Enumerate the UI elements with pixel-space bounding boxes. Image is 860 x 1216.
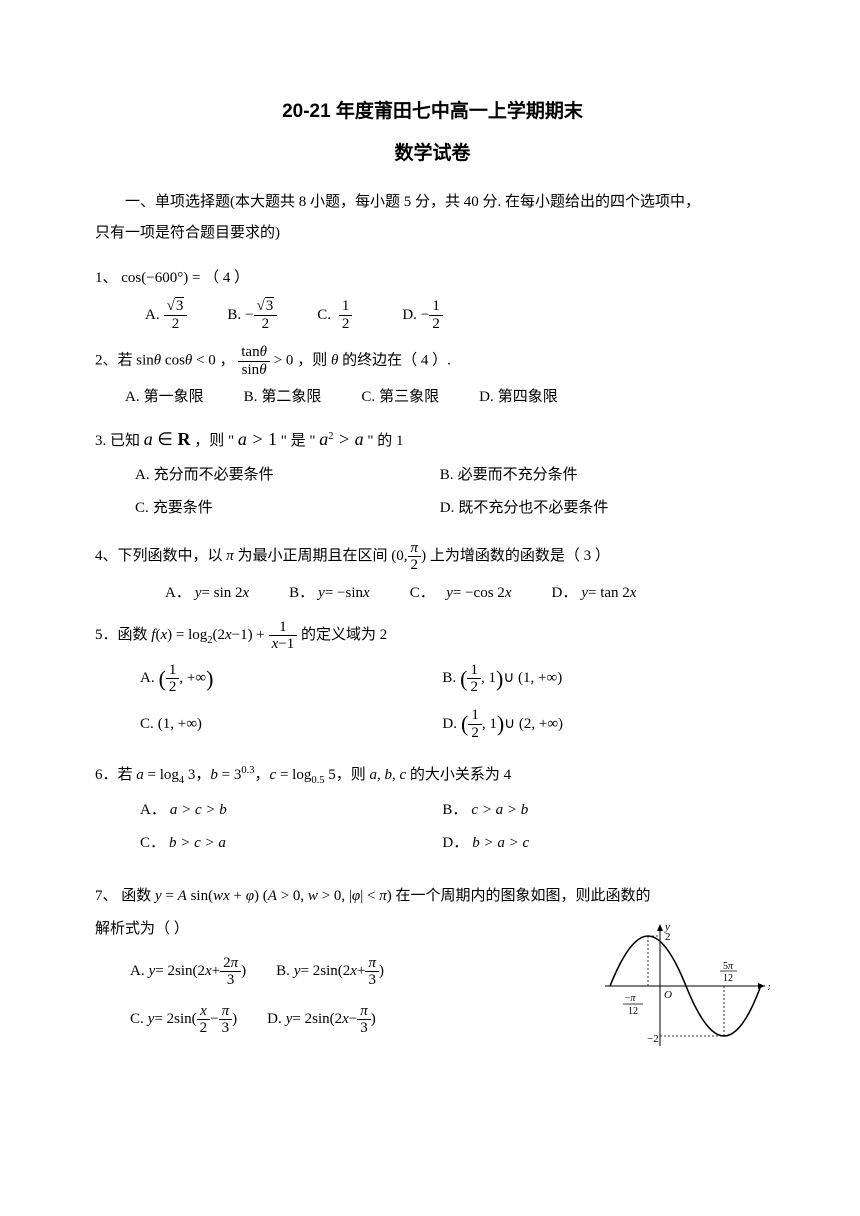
q4-opt-d: D．y = tan 2x xyxy=(551,580,636,607)
q7-opt-d: D. y = 2sin(2x − π3) xyxy=(267,1003,376,1037)
section-intro-1: 一、单项选择题(本大题共 8 小题，每小题 5 分，共 40 分. 在每小题给出… xyxy=(95,189,770,216)
q6-opt-a: A．a > c > b xyxy=(140,797,442,824)
q2-cond1: sinθ cosθ < 0 xyxy=(136,353,215,369)
q2-opt-c: C. 第三象限 xyxy=(361,384,439,411)
q1-stem-pre: 1、 xyxy=(95,270,118,286)
q3-opt-c: C. 充要条件 xyxy=(135,495,440,522)
section-intro-2: 只有一项是符合题目要求的) xyxy=(95,220,770,247)
q4-opt-c: C． y = −cos 2x xyxy=(410,580,512,607)
svg-text:12: 12 xyxy=(723,973,733,984)
q2-opt-a: A. 第一象限 xyxy=(125,384,204,411)
q6-opt-c: C．b > c > a xyxy=(140,830,442,857)
question-2: 2、若 sinθ cosθ < 0 ， tanθsinθ > 0 ，则 θ 的终… xyxy=(95,344,770,411)
question-6: 6．若 a = log4 3，b = 30.3，c = log0.5 5，则 a… xyxy=(95,762,770,863)
q4-opt-b: B．y = −sin x xyxy=(289,580,370,607)
q1-opt-c: C. 12 xyxy=(317,298,352,332)
q6-opt-d: D．b > a > c xyxy=(442,830,744,857)
sine-graph: x y O 2 −2 −π 12 5π 12 xyxy=(600,916,770,1056)
svg-text:x: x xyxy=(767,981,770,993)
svg-text:12: 12 xyxy=(628,1006,638,1017)
q3-opt-a: A. 充分而不必要条件 xyxy=(135,462,440,489)
q5-opt-a: A. (12, +∞) xyxy=(140,659,442,699)
q7-opt-b: B. y = 2sin(2x + π3) xyxy=(276,955,384,989)
q1-opt-b: B. −32 xyxy=(227,298,277,332)
q7-opt-a: A. y = 2sin(2x + 2π3) xyxy=(130,955,246,989)
q2-opt-b: B. 第二象限 xyxy=(244,384,322,411)
svg-text:5π: 5π xyxy=(723,961,734,972)
q5-opt-d: D. (12, 1) ∪ (2, +∞) xyxy=(442,704,744,744)
svg-text:O: O xyxy=(664,989,672,1001)
q5-opt-b: B. (12, 1) ∪ (1, +∞) xyxy=(442,659,744,699)
q2-pre: 2、若 xyxy=(95,353,136,369)
svg-text:−π: −π xyxy=(625,993,637,1004)
q4-opt-a: A．y = sin 2x xyxy=(165,580,249,607)
q5-opt-c: C. (1, +∞) xyxy=(140,704,442,744)
q7-cont: 解析式为（ ） xyxy=(95,916,600,943)
question-3: 3. 已知 a ∈ R ，则 " a > 1 " 是 " a2 > a " 的 … xyxy=(95,423,770,527)
question-5: 5．函数 f(x) = log2(2x−1) + 1x−1 的定义域为 2 A.… xyxy=(95,619,770,750)
q6-opt-b: B．c > a > b xyxy=(442,797,744,824)
q3-opt-b: B. 必要而不充分条件 xyxy=(440,462,745,489)
q3-opt-d: D. 既不充分也不必要条件 xyxy=(440,495,745,522)
question-4: 4、下列函数中，以 π 为最小正周期且在区间 (0,π2) 上为增函数的函数是（… xyxy=(95,540,770,607)
svg-text:2: 2 xyxy=(665,931,671,943)
q1-stem-post: （ 4 ） xyxy=(204,270,249,286)
q1-math: cos(−600°) = xyxy=(121,270,200,286)
page-subtitle: 数学试卷 xyxy=(95,137,770,171)
q7-opt-c: C. y = 2sin(x2 − π3) xyxy=(130,1003,237,1037)
question-1: 1、 cos(−600°) = （ 4 ） A. 32 B. −32 C. 12… xyxy=(95,265,770,332)
page-title: 20-21 年度莆田七中高一上学期期末 xyxy=(95,95,770,129)
q3-pre: 3. 已知 xyxy=(95,433,144,449)
q2-post: ，则 θ 的终边在（ 4 ）. xyxy=(297,353,451,369)
q1-opt-d: D. −12 xyxy=(402,298,443,332)
question-7: 7、 函数 y = A sin(wx + φ) (A > 0, w > 0, |… xyxy=(95,883,770,1056)
q1-opt-a: A. 32 xyxy=(145,298,187,332)
q2-opt-d: D. 第四象限 xyxy=(479,384,558,411)
svg-text:−2: −2 xyxy=(647,1033,659,1045)
